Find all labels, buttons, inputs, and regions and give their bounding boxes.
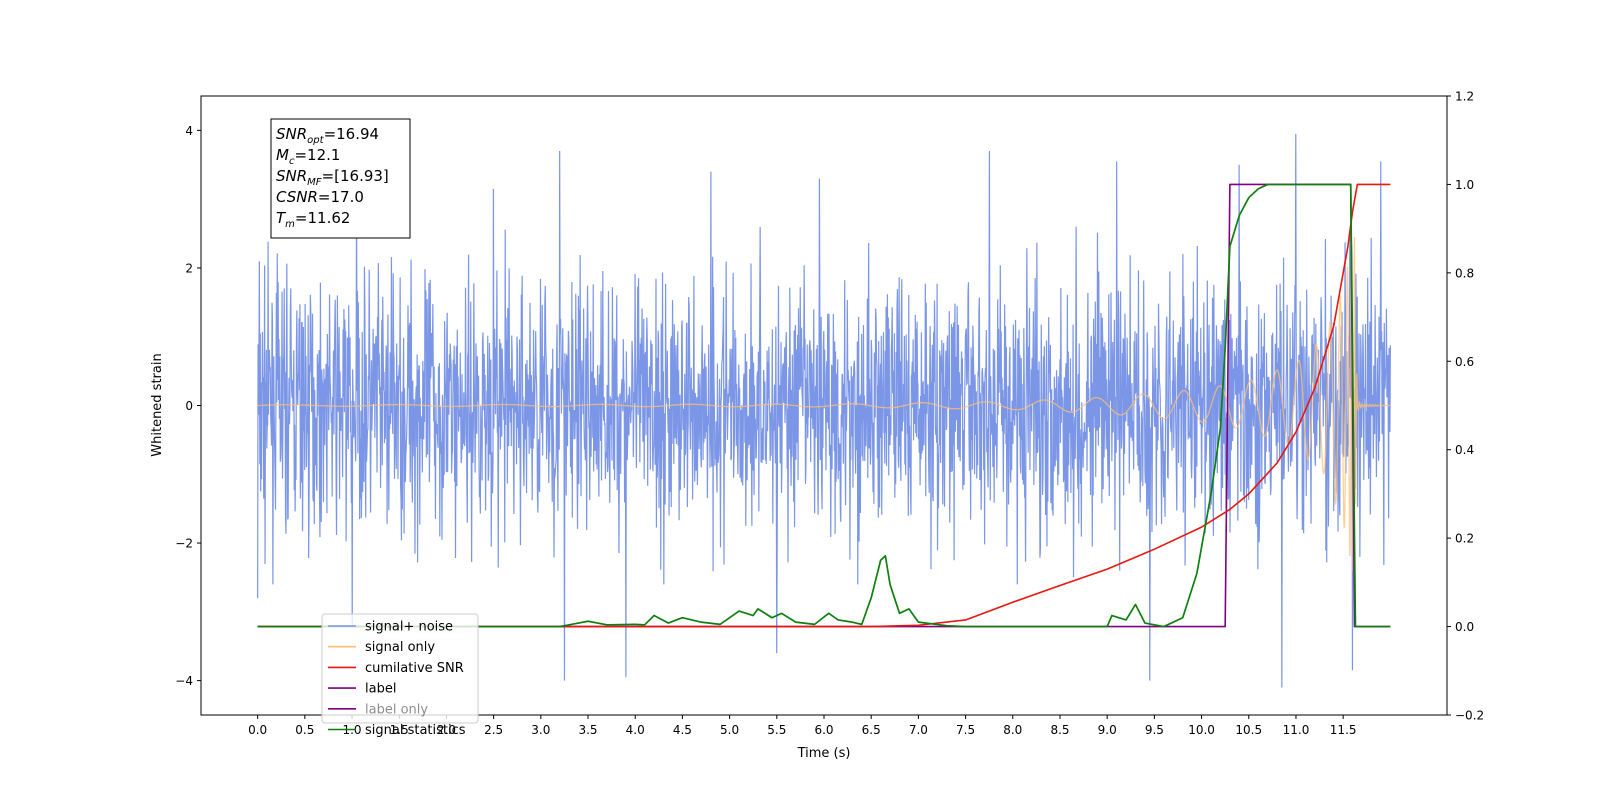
x-tick-label: 4.0 bbox=[626, 723, 645, 737]
legend-frame bbox=[321, 613, 479, 724]
x-tick-label: 11.0 bbox=[1283, 723, 1310, 737]
x-tick-label: 9.5 bbox=[1145, 723, 1164, 737]
legend-entry-label: signal only bbox=[365, 640, 435, 655]
y-tick-label: −2 bbox=[175, 537, 193, 551]
x-tick-label: 2.5 bbox=[484, 723, 503, 737]
info-box-line: CSNR=17.0 bbox=[276, 188, 364, 206]
series-signal-statistics-line bbox=[257, 183, 1391, 628]
x-axis-label: Time (s) bbox=[797, 746, 851, 761]
x-tick-label: 4.5 bbox=[673, 723, 692, 737]
series-signal-only-line bbox=[257, 237, 1391, 572]
y2-tick-label: 0.0 bbox=[1455, 620, 1474, 634]
y-tick-label: 4 bbox=[185, 124, 193, 138]
y-tick-label: −4 bbox=[175, 674, 193, 688]
info-box: SNRopt=16.94Mc=12.1SNRMF=[16.93]CSNR=17.… bbox=[270, 118, 411, 239]
y2-tick-label: 0.6 bbox=[1455, 355, 1474, 369]
info-box-frame bbox=[270, 118, 411, 239]
x-tick-label: 7.0 bbox=[909, 723, 928, 737]
y2-tick-label: −0.2 bbox=[1455, 709, 1484, 723]
y2-tick-label: 1.0 bbox=[1455, 178, 1474, 192]
legend-entry-label: cumilative SNR bbox=[365, 661, 464, 676]
x-tick-label: 11.5 bbox=[1330, 723, 1357, 737]
y-axis-label: Whitened strain bbox=[150, 353, 165, 456]
x-tick-label: 0.0 bbox=[248, 723, 267, 737]
x-tick-label: 3.0 bbox=[531, 723, 550, 737]
y2-tick-label: 0.2 bbox=[1455, 532, 1474, 546]
legend-entry-label: signal+ noise bbox=[365, 620, 453, 635]
info-box-line: Tm=11.62 bbox=[276, 209, 350, 230]
y-tick-label: 2 bbox=[185, 261, 193, 275]
x-tick-label: 7.5 bbox=[956, 723, 975, 737]
x-tick-label: 3.5 bbox=[578, 723, 597, 737]
y-axis-right: −0.2 0.0 0.2 0.4 0.6 0.8 1.0 1.2 bbox=[1447, 90, 1484, 723]
legend: signal+ noise signal only cumilative SNR la… bbox=[321, 613, 479, 738]
info-box-line: SNRopt=16.94 bbox=[276, 125, 379, 146]
y2-tick-label: 1.2 bbox=[1455, 90, 1474, 104]
legend-entry-label: signal statistics bbox=[365, 723, 466, 738]
x-tick-label: 8.0 bbox=[1003, 723, 1022, 737]
x-tick-label: 6.0 bbox=[814, 723, 833, 737]
x-tick-label: 6.5 bbox=[862, 723, 881, 737]
series-cumulative-snr-line bbox=[257, 183, 1391, 628]
x-tick-label: 0.5 bbox=[295, 723, 314, 737]
x-tick-label: 10.0 bbox=[1188, 723, 1215, 737]
y2-tick-label: 0.4 bbox=[1455, 443, 1474, 457]
legend-entry-label: label bbox=[365, 682, 396, 697]
x-axis: 0.0 0.5 1.0 1.5 2.0 2.5 3.0 3.5 4.0 4.5 5.0 5.5 6.0 6… bbox=[248, 715, 1357, 737]
x-tick-label: 5.5 bbox=[767, 723, 786, 737]
x-tick-label: 8.5 bbox=[1050, 723, 1069, 737]
info-box-line: Mc=12.1 bbox=[276, 146, 340, 167]
y-axis-left: −4 −2 0 2 4 bbox=[175, 124, 201, 688]
y-tick-label: 0 bbox=[185, 399, 193, 413]
y2-tick-label: 0.8 bbox=[1455, 266, 1474, 280]
legend-entry-label: label only bbox=[365, 702, 428, 717]
info-box-line: SNRMF=[16.93] bbox=[276, 167, 389, 188]
series-signal-noise-line bbox=[257, 133, 1391, 688]
x-tick-label: 9.0 bbox=[1098, 723, 1117, 737]
x-tick-label: 10.5 bbox=[1235, 723, 1262, 737]
x-tick-label: 2.0 bbox=[437, 723, 456, 737]
x-tick-label: 5.0 bbox=[720, 723, 739, 737]
data-layer bbox=[257, 133, 1391, 688]
x-tick-label: 1.5 bbox=[390, 723, 409, 737]
